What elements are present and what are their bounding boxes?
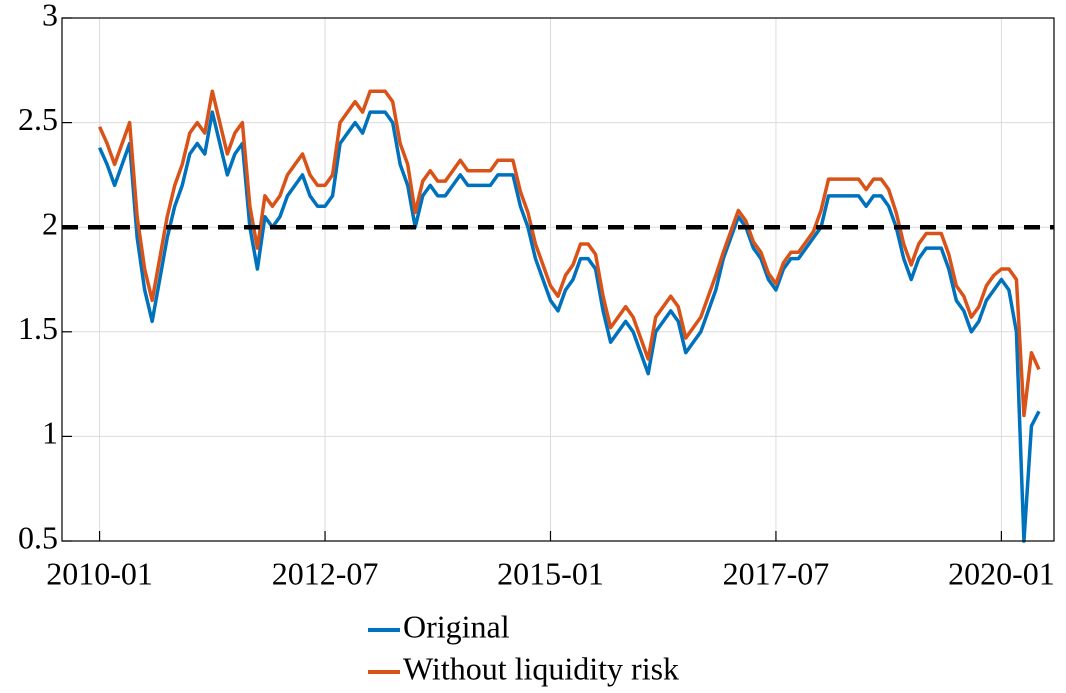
series-line	[97, 89, 1041, 418]
y-tick-label: 2.5	[18, 101, 58, 137]
plot-background	[62, 18, 1054, 541]
y-tick-label: 1.5	[18, 310, 58, 346]
legend-label: Without liquidity risk	[403, 650, 679, 686]
x-tick-label: 2012-07	[272, 555, 379, 591]
x-tick-label: 2015-01	[497, 555, 604, 591]
series-line	[97, 110, 1041, 543]
x-tick-label: 2017-07	[723, 555, 830, 591]
y-tick-label: 1	[42, 415, 58, 451]
legend-label: Original	[403, 608, 510, 644]
plot-frame	[61, 17, 1055, 542]
y-tick-label: 3	[42, 0, 58, 32]
x-tick-label: 2020-01	[948, 555, 1055, 591]
y-tick-label: 0.5	[18, 519, 58, 555]
x-tick-label: 2010-01	[46, 555, 153, 591]
y-tick-label: 2	[42, 206, 58, 242]
